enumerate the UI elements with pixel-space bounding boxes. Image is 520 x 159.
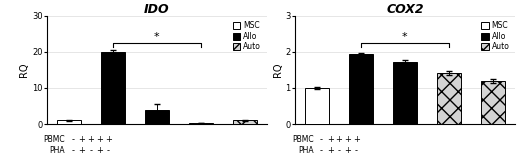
Bar <box>101 52 125 124</box>
Bar <box>437 73 461 124</box>
Bar <box>145 110 169 124</box>
Text: +: + <box>335 135 342 144</box>
Title: IDO: IDO <box>144 3 170 16</box>
Text: +: + <box>96 146 103 155</box>
Text: *: * <box>402 32 408 42</box>
Text: -: - <box>337 146 341 155</box>
Text: -: - <box>320 146 323 155</box>
Text: PBMC: PBMC <box>44 135 66 144</box>
Text: +: + <box>327 135 333 144</box>
Text: -: - <box>355 146 358 155</box>
Legend: MSC, Allo, Auto: MSC, Allo, Auto <box>479 20 511 53</box>
Text: +: + <box>96 135 103 144</box>
Bar <box>57 120 81 124</box>
Title: COX2: COX2 <box>386 3 424 16</box>
Text: *: * <box>154 32 160 42</box>
Text: +: + <box>79 146 85 155</box>
Text: -: - <box>89 146 92 155</box>
Text: PBMC: PBMC <box>292 135 314 144</box>
Bar <box>393 62 417 124</box>
Bar <box>349 55 373 124</box>
Text: +: + <box>344 135 351 144</box>
Bar <box>189 123 213 124</box>
Bar <box>305 88 329 124</box>
Text: +: + <box>105 135 112 144</box>
Bar <box>232 120 257 124</box>
Bar <box>480 81 505 124</box>
Text: -: - <box>72 135 75 144</box>
Text: +: + <box>87 135 94 144</box>
Text: PHA: PHA <box>49 146 66 155</box>
Text: +: + <box>79 135 85 144</box>
Text: +: + <box>327 146 333 155</box>
Legend: MSC, Allo, Auto: MSC, Allo, Auto <box>231 20 263 53</box>
Y-axis label: RQ: RQ <box>272 63 283 77</box>
Text: +: + <box>353 135 360 144</box>
Text: -: - <box>72 146 75 155</box>
Text: -: - <box>107 146 110 155</box>
Text: -: - <box>320 135 323 144</box>
Text: +: + <box>344 146 351 155</box>
Text: PHA: PHA <box>298 146 314 155</box>
Y-axis label: RQ: RQ <box>19 63 29 77</box>
